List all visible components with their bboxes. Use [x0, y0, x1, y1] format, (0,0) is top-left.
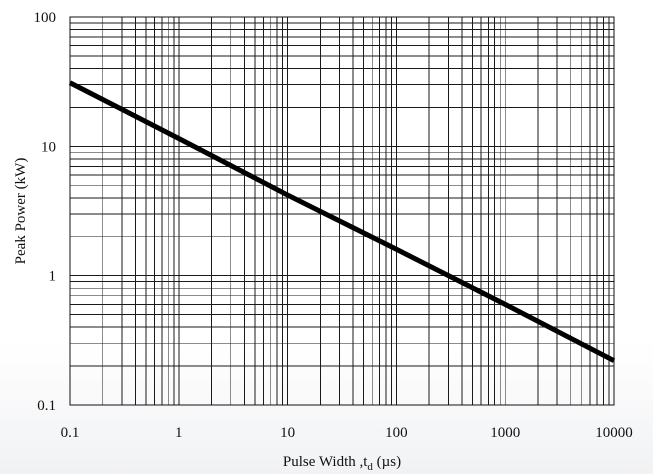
x-axis-ticks: 0.1 1 10 100 1000 10000: [61, 425, 633, 441]
y-tick-label: 10: [41, 139, 56, 155]
x-tick-label: 1: [175, 425, 183, 441]
grid: [69, 17, 614, 406]
x-tick-label: 10: [280, 425, 295, 441]
x-tick-label: 0.1: [61, 425, 80, 441]
x-axis-title-subscript: d: [367, 461, 373, 473]
x-axis-title: Pulse Width ,td (µs): [283, 454, 401, 473]
series-layer: [68, 80, 616, 363]
x-axis-title-main: Pulse Width ,t: [283, 454, 368, 470]
x-tick-label: 100: [385, 425, 408, 441]
y-axis-title: Peak Power (kW): [13, 158, 29, 265]
y-tick-label: 1: [49, 269, 57, 285]
y-tick-label: 0.1: [37, 398, 56, 414]
plot-frame: [69, 16, 615, 406]
x-axis-title-unit: (µs): [373, 454, 401, 470]
y-tick-label: 100: [34, 10, 57, 26]
x-tick-label: 10000: [595, 425, 633, 441]
x-tick-label: 1000: [490, 425, 520, 441]
y-axis-ticks: 0.1 1 10 100: [34, 10, 57, 414]
series-line: [68, 80, 616, 363]
